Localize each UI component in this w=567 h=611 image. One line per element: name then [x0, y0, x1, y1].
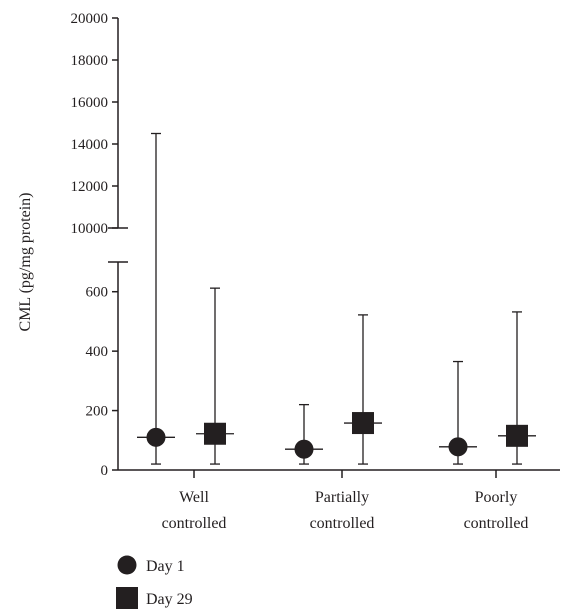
x-category-label: Partially: [315, 489, 369, 506]
axes: [108, 18, 560, 471]
y-tick-label: 14000: [71, 137, 109, 153]
markers: [146, 412, 528, 459]
y-tick-label: 16000: [71, 95, 109, 111]
legend: Day 1 Day 29: [116, 555, 193, 609]
y-tick-label: 200: [86, 404, 109, 420]
y-tick-label: 600: [86, 285, 109, 301]
x-category-label: Well: [179, 489, 209, 506]
y-ticks: 0 200 400 600 10000 12000 14000 16000 18000 20000: [71, 11, 118, 479]
error-bars: [137, 132, 536, 465]
y-tick-label: 400: [86, 344, 109, 360]
legend-square-icon: [116, 587, 138, 609]
day1-point: [448, 437, 468, 457]
legend-circle-icon: [117, 555, 137, 575]
y-axis-label: CML (pg/mg protein): [17, 193, 34, 332]
y-tick-label: 12000: [71, 179, 109, 195]
y-tick-label: 20000: [71, 11, 109, 27]
x-category-label: controlled: [310, 515, 375, 532]
day29-point: [506, 424, 528, 447]
x-categories: Well controlled Partially controlled Poorly c…: [162, 470, 529, 532]
day29-point: [204, 422, 226, 445]
day1-point: [146, 427, 166, 447]
y-tick-label: 18000: [71, 53, 109, 69]
legend-label: Day 29: [146, 591, 193, 608]
x-category-label: controlled: [162, 515, 227, 532]
day29-point: [352, 412, 374, 435]
x-category-label: Poorly: [475, 489, 518, 506]
x-category-label: controlled: [464, 515, 529, 532]
day1-point: [294, 439, 314, 459]
legend-label: Day 1: [146, 558, 185, 575]
y-tick-label: 0: [101, 463, 109, 479]
y-tick-label: 10000: [71, 221, 109, 237]
